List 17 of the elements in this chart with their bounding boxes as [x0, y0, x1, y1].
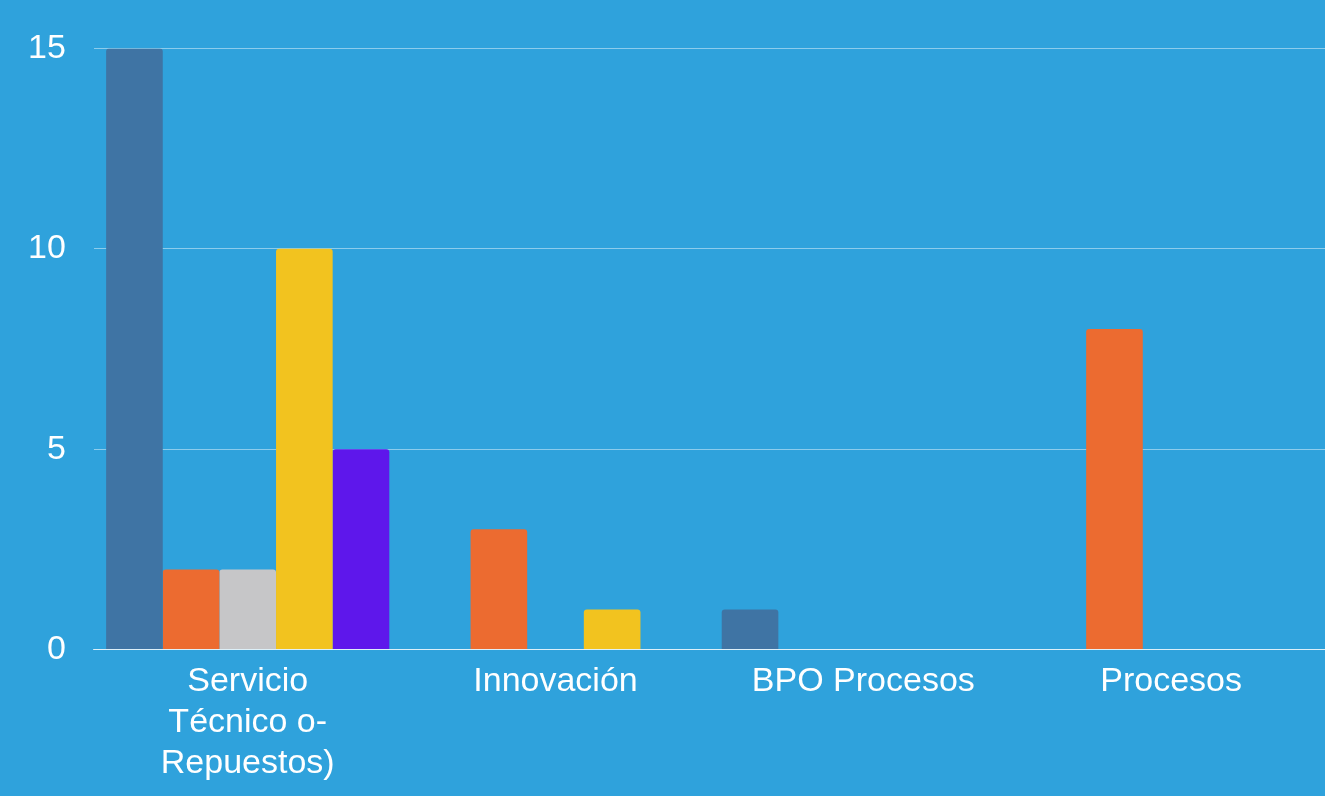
y-tick-label: 0 [46, 627, 66, 666]
bar [106, 48, 163, 650]
y-tick-label: 15 [27, 26, 66, 65]
bar [162, 569, 220, 650]
x-tick-label: BPO Procesos [751, 660, 975, 699]
y-tick-label: 10 [27, 227, 66, 266]
bar [219, 569, 277, 650]
bar [721, 609, 779, 650]
x-tick-label: Innovación [473, 660, 638, 699]
bar [332, 449, 390, 650]
bar [276, 248, 333, 650]
bar [470, 529, 528, 650]
x-tick-label: Servicio Técnico o- Repuestos) [160, 660, 335, 780]
bar [583, 609, 641, 650]
bar [1086, 328, 1143, 650]
x-tick-label: Procesos [1100, 660, 1242, 699]
y-tick-label: 5 [46, 427, 66, 466]
